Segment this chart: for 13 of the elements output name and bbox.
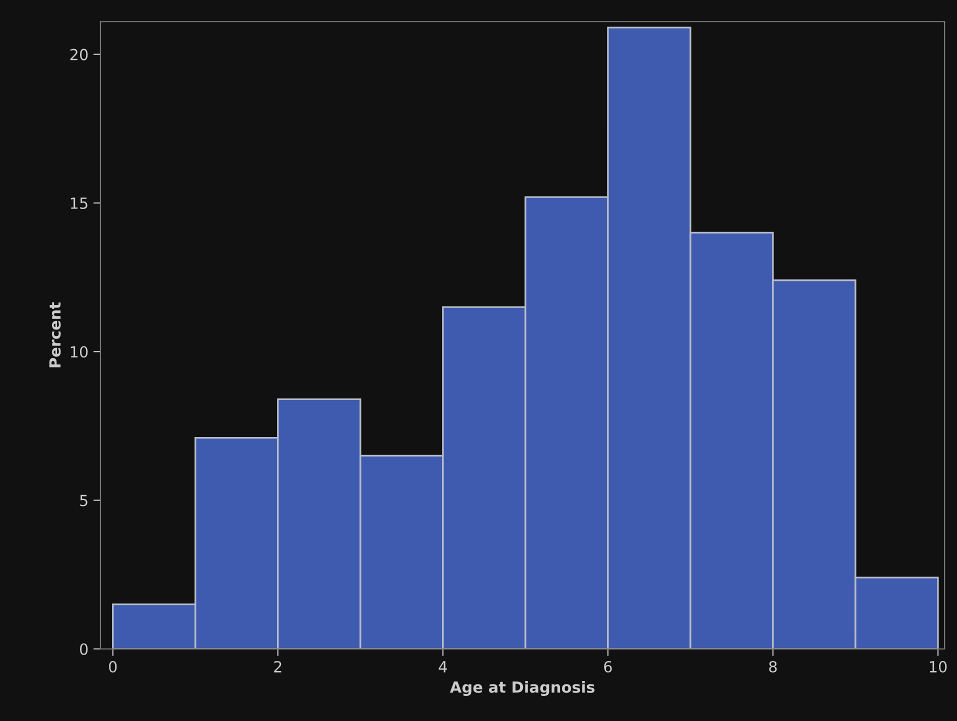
x-tick-label: 2 bbox=[274, 660, 282, 672]
x-axis-title: Age at Diagnosis bbox=[450, 681, 594, 696]
y-tick-label: 10 bbox=[70, 346, 88, 358]
x-tick-label: 6 bbox=[604, 660, 612, 673]
y-tick-label: 5 bbox=[80, 494, 88, 506]
y-tick-label: 15 bbox=[70, 198, 88, 209]
x-tick-label: 4 bbox=[438, 661, 447, 672]
x-tick-label: 8 bbox=[769, 660, 777, 673]
x-tick-label: 0 bbox=[109, 660, 117, 673]
y-tick-label: 0 bbox=[80, 643, 88, 655]
x-tick-label: 10 bbox=[930, 660, 947, 673]
y-axis-title: Percent bbox=[49, 302, 61, 368]
y-tick-label: 20 bbox=[70, 48, 88, 60]
